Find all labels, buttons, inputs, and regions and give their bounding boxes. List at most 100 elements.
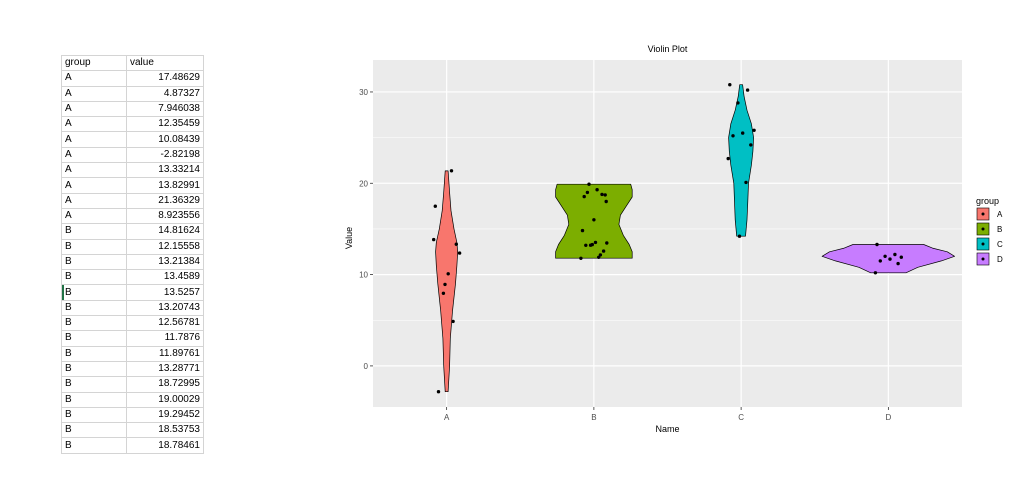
cell-empty[interactable] xyxy=(203,86,218,102)
data-point xyxy=(587,182,591,186)
point-layer xyxy=(432,83,903,394)
legend-label-d: D xyxy=(997,255,1003,264)
y-tick-label: 30 xyxy=(359,88,368,97)
x-tick-label: C xyxy=(738,413,744,422)
legend-key-point xyxy=(981,212,985,216)
data-point xyxy=(603,193,607,197)
data-point xyxy=(584,243,588,247)
violin-a xyxy=(435,170,459,393)
legend-title: group xyxy=(976,196,999,206)
data-point xyxy=(745,88,750,92)
table-row: B 13.5257 xyxy=(61,284,218,301)
table-row: B 19.00029 xyxy=(61,391,218,408)
table-row: B 19.29452 xyxy=(61,406,218,424)
cell-empty[interactable] xyxy=(203,315,218,331)
table-row: B 12.56781 xyxy=(61,315,218,332)
data-point xyxy=(737,234,742,238)
data-point xyxy=(744,180,748,185)
violin-c xyxy=(728,84,754,237)
data-point xyxy=(752,128,756,132)
cell-empty[interactable] xyxy=(203,407,218,423)
spreadsheet-table: group value A 17.48629 A 4.87327 A 7.946038 A 1… xyxy=(61,54,218,454)
cell-empty[interactable] xyxy=(203,392,218,408)
cell-empty[interactable] xyxy=(203,361,218,377)
cell-empty[interactable] xyxy=(203,101,218,117)
table-row: B 18.53753 xyxy=(61,422,218,439)
data-point xyxy=(896,261,900,266)
sheet-empty-column[interactable] xyxy=(203,55,218,71)
data-point xyxy=(741,131,745,135)
data-point xyxy=(441,291,446,295)
legend-label-c: C xyxy=(997,240,1003,249)
cell-empty[interactable] xyxy=(203,330,218,347)
y-tick-label: 10 xyxy=(359,271,368,280)
x-axis: A B C D xyxy=(444,407,891,422)
violin-d xyxy=(821,244,955,274)
cell-empty[interactable] xyxy=(203,177,218,194)
data-point xyxy=(593,240,598,245)
legend-key-point xyxy=(981,227,985,231)
data-point xyxy=(436,390,441,394)
sheet-header-row: group value xyxy=(61,54,218,72)
cell-empty[interactable] xyxy=(203,70,218,87)
cell-empty[interactable] xyxy=(203,239,218,255)
cell-empty[interactable] xyxy=(203,284,218,301)
data-point xyxy=(457,251,462,255)
data-point xyxy=(604,199,608,204)
data-point xyxy=(590,242,594,247)
cell-empty[interactable] xyxy=(203,346,218,362)
data-point xyxy=(585,190,590,195)
table-row: B 13.21384 xyxy=(61,253,218,271)
table-row: B 18.78461 xyxy=(61,437,218,454)
y-axis: 0 10 20 30 xyxy=(359,88,373,371)
grid-lines xyxy=(373,60,962,407)
cell-group[interactable]: B xyxy=(61,437,127,454)
data-point xyxy=(446,272,450,276)
data-point xyxy=(443,282,447,287)
cell-value[interactable]: 13.20743 xyxy=(126,299,204,317)
chart-title: Violin Plot xyxy=(648,44,688,54)
data-point xyxy=(597,255,601,259)
data-point xyxy=(749,143,753,147)
data-point xyxy=(595,188,599,192)
x-tick-label: A xyxy=(444,413,450,422)
table-row: B 13.4589 xyxy=(61,269,218,286)
data-point xyxy=(600,192,604,197)
table-row: B 11.7876 xyxy=(61,330,218,347)
cell-empty[interactable] xyxy=(203,131,218,148)
x-axis-label: Name xyxy=(655,424,679,434)
cell-empty[interactable] xyxy=(203,162,218,178)
data-point xyxy=(433,204,437,208)
data-point xyxy=(731,134,735,138)
cell-empty[interactable] xyxy=(203,300,218,316)
data-point xyxy=(883,254,887,258)
y-axis-label: Value xyxy=(344,227,354,249)
cell-empty[interactable] xyxy=(203,422,218,438)
cell-empty[interactable] xyxy=(203,223,218,240)
data-point xyxy=(878,259,882,263)
data-point xyxy=(875,242,879,247)
table-row: B 14.81624 xyxy=(61,223,218,240)
cell-empty[interactable] xyxy=(203,437,218,454)
cell-empty[interactable] xyxy=(203,208,218,224)
cell-empty[interactable] xyxy=(203,269,218,285)
cell-empty[interactable] xyxy=(203,147,218,163)
cell-empty[interactable] xyxy=(203,116,218,132)
data-point xyxy=(736,101,740,105)
table-row: B 13.20743 xyxy=(61,299,218,317)
cell-empty[interactable] xyxy=(203,193,218,209)
data-point xyxy=(873,271,878,275)
data-point xyxy=(580,228,585,233)
x-tick-label: D xyxy=(885,413,891,422)
plot-panel xyxy=(373,60,962,407)
data-point xyxy=(728,83,732,87)
data-point xyxy=(605,241,609,245)
y-tick-label: 0 xyxy=(364,362,369,371)
cell-value[interactable]: 18.78461 xyxy=(126,437,204,454)
data-point xyxy=(454,242,458,246)
data-point xyxy=(888,257,892,261)
cell-empty[interactable] xyxy=(203,376,218,393)
cell-empty[interactable] xyxy=(203,254,218,270)
